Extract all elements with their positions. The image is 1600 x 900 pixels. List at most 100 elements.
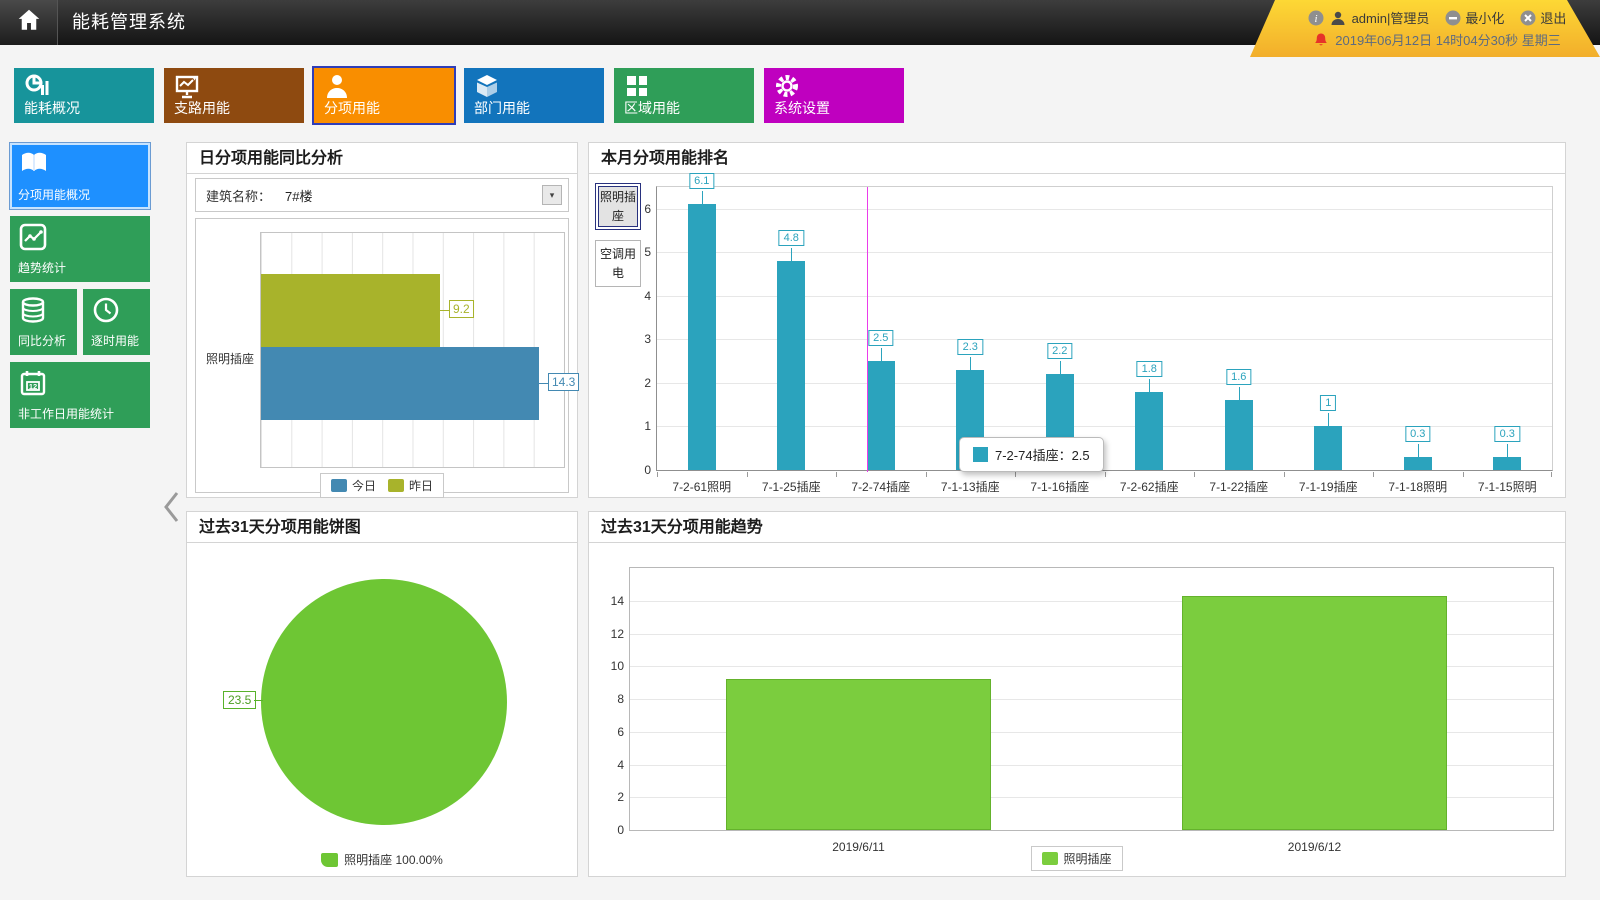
bar-value-label: 0.3 (1405, 425, 1431, 442)
panel-title: 本月分项用能排名 (589, 143, 1565, 174)
trend-legend[interactable]: 照明插座 (589, 846, 1565, 871)
panel-title: 日分项用能同比分析 (187, 143, 577, 174)
ranking-bar[interactable] (777, 261, 806, 470)
bar-value-label: 9.2 (449, 300, 474, 318)
home-icon (16, 7, 42, 38)
y-axis-label: 4 (617, 757, 624, 772)
value-label-stem (701, 191, 703, 205)
gridline (657, 426, 1552, 428)
ranking-bar[interactable] (1314, 426, 1343, 470)
y-axis-label: 12 (610, 626, 624, 641)
legend-item-今日[interactable]: 今日 (330, 477, 376, 494)
ranking-bar[interactable] (1135, 391, 1164, 470)
y-axis-label: 4 (644, 288, 651, 303)
legend-swatch (330, 479, 347, 492)
ranking-tab-2[interactable]: 空调用电 (595, 240, 641, 288)
x-axis-tick (1551, 472, 1552, 477)
nav-tile-label: 支路用能 (174, 100, 230, 116)
bar-value-label: 0.3 (1494, 425, 1520, 442)
x-axis-tick (1462, 472, 1464, 477)
x-axis-label: 7-2-61照明 (672, 480, 732, 494)
info-icon[interactable]: i (1308, 10, 1324, 26)
y-axis-label: 8 (617, 692, 624, 706)
gridline (657, 252, 1552, 254)
crosshair-line (866, 187, 868, 472)
x-axis-label: 7-1-16插座 (1030, 480, 1090, 494)
svg-text:i: i (1314, 13, 1317, 25)
y-axis-label: 5 (644, 245, 651, 260)
app-title: 能耗管理系统 (72, 12, 186, 32)
trend-bar[interactable] (726, 679, 991, 830)
nav-tile-2[interactable]: 支路用能 (164, 68, 304, 123)
close-icon (1520, 10, 1536, 26)
compare-category-label: 照明插座 (205, 352, 254, 366)
trend-legend-label: 照明插座 (1063, 852, 1112, 866)
bar-value-label: 1 (1320, 395, 1337, 412)
pie-legend[interactable]: 照明插座 100.00% (187, 851, 577, 868)
panel-daily-compare: 日分项用能同比分析 建筑名称： 7#楼 ▾ 14.3 9.2 照明插座 今日 昨日 (186, 142, 580, 498)
bar-value-label: 14.3 (548, 373, 580, 391)
ranking-bar[interactable] (1403, 456, 1432, 470)
area-energy-icon (624, 73, 650, 104)
database-icon (19, 296, 47, 329)
y-axis-label: 6 (644, 201, 651, 216)
nav-tile-6[interactable]: 系统设置 (764, 68, 904, 123)
ranking-plot-area: 7-2-74插座：2.5 0 1 2 3 4 5 6 6.1 7-2-61照明 4.8 7-1-25… (644, 173, 1553, 494)
gridline (630, 666, 1553, 668)
ranking-bar[interactable] (687, 204, 716, 470)
ranking-bar[interactable] (866, 361, 895, 470)
nav-tile-3[interactable]: 分项用能 (314, 68, 454, 123)
bar-value-label: 2.5 (868, 330, 894, 347)
y-axis-label: 0 (644, 463, 651, 477)
panel-title: 过去31天分项用能趋势 (589, 512, 1565, 543)
user-ribbon: i admin|管理员 最小化 退出 2019 (1250, 0, 1600, 57)
panel-title: 过去31天分项用能饼图 (187, 512, 577, 543)
sidebar-item-2[interactable]: 趋势统计 (10, 216, 150, 282)
gridline (657, 382, 1552, 384)
nav-tile-5[interactable]: 区域用能 (614, 68, 754, 123)
minimize-button[interactable]: 最小化 (1445, 8, 1504, 27)
sidebar-item-4[interactable]: 逐时用能 (83, 289, 150, 355)
chevron-left-icon[interactable] (160, 490, 182, 524)
y-axis-label: 1 (644, 419, 651, 434)
sidebar-item-3[interactable]: 同比分析 (10, 289, 77, 355)
sidebar-item-5[interactable]: 12 非工作日用能统计 (10, 362, 150, 428)
branch-energy-icon (174, 73, 200, 104)
legend-item-昨日[interactable]: 昨日 (388, 477, 433, 494)
building-selector[interactable]: 建筑名称： 7#楼 ▾ (195, 178, 569, 212)
bar-今日[interactable] (261, 347, 539, 420)
pie-slice[interactable] (261, 579, 507, 825)
x-axis-tick (746, 472, 748, 477)
value-label-stem (1149, 378, 1151, 392)
x-axis-label: 7-1-19插座 (1298, 480, 1358, 494)
gridline (657, 339, 1552, 341)
clock-icon (92, 296, 120, 329)
compare-chart: 14.3 9.2 照明插座 今日 昨日 (195, 218, 580, 498)
user-icon (1330, 10, 1346, 26)
ranking-tab-1[interactable]: 照明插座 (595, 183, 641, 231)
nav-tile-label: 系统设置 (774, 100, 830, 116)
bar-昨日[interactable] (261, 274, 440, 347)
y-axis-label: 6 (617, 724, 624, 739)
value-label-stem (1238, 387, 1240, 401)
exit-label: 退出 (1540, 11, 1567, 26)
trend-bar[interactable] (1182, 596, 1447, 830)
dropdown-arrow-icon[interactable]: ▾ (542, 185, 562, 205)
ranking-bar[interactable] (1493, 456, 1522, 470)
exit-button[interactable]: 退出 (1520, 8, 1566, 27)
x-axis-tick (1015, 472, 1016, 477)
x-axis-label: 7-1-25插座 (761, 480, 821, 494)
home-button[interactable] (0, 0, 58, 45)
x-axis-label: 7-1-18照明 (1388, 480, 1448, 494)
ranking-bar[interactable] (1224, 400, 1253, 470)
compare-y-axis: 照明插座 (196, 232, 256, 468)
nav-tile-4[interactable]: 部门用能 (464, 68, 604, 123)
sidebar-item-1[interactable]: 分项用能概况 (10, 143, 150, 209)
value-label-stem (1507, 443, 1509, 457)
nav-tile-1[interactable]: 能耗概况 (14, 68, 154, 123)
pie-legend-label: 照明插座 100.00% (344, 853, 443, 867)
gridline (630, 731, 1553, 733)
calendar-icon: 12 (19, 369, 47, 402)
panel-pie-31d: 过去31天分项用能饼图 23.5 照明插座 100.00% (186, 511, 578, 877)
